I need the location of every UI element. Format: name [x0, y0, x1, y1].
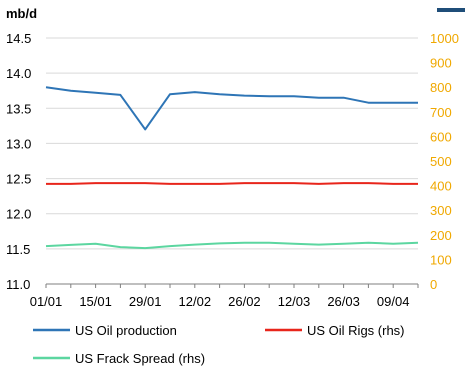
right-tick-label: 0 [430, 277, 437, 292]
x-tick-label: 12/02 [179, 294, 212, 309]
left-tick-label: 13.0 [6, 136, 31, 151]
left-tick-label: 13.5 [6, 101, 31, 116]
right-tick-label: 200 [430, 228, 452, 243]
x-tick-label: 26/03 [327, 294, 360, 309]
x-tick-label: 15/01 [79, 294, 112, 309]
left-tick-label: 12.5 [6, 172, 31, 187]
x-tick-label: 26/02 [228, 294, 261, 309]
left-tick-label: 14.5 [6, 31, 31, 46]
right-tick-label: 100 [430, 252, 452, 267]
x-tick-label: 01/01 [30, 294, 63, 309]
x-tick-label: 09/04 [377, 294, 410, 309]
right-tick-label: 800 [430, 80, 452, 95]
x-tick-label: 29/01 [129, 294, 162, 309]
x-axis: 01/01 15/01 29/01 12/02 26/02 12/03 26/03 09/04 [30, 283, 419, 309]
right-tick-label: 900 [430, 56, 452, 71]
right-tick-label: 500 [430, 154, 452, 169]
series-line-3 [45, 241, 419, 250]
left-tick-label: 14.0 [6, 66, 31, 81]
right-tick-label: 600 [430, 129, 452, 144]
right-tick-label: 700 [430, 105, 452, 120]
legend: US Oil production US Oil Rigs (rhs) US Fra… [33, 323, 405, 366]
series-lines [45, 86, 419, 250]
series-line-1 [45, 86, 418, 131]
series-line-2 [46, 182, 418, 185]
right-tick-label: 400 [430, 179, 452, 194]
gridlines [46, 37, 418, 250]
left-tick-label: 11.5 [6, 242, 30, 257]
legend-label: US Frack Spread (rhs) [75, 351, 205, 366]
left-axis-unit-label: mb/d [6, 6, 37, 21]
legend-label: US Oil Rigs (rhs) [307, 323, 405, 338]
left-tick-label: 11.0 [6, 277, 30, 292]
x-tick-label: 12/03 [278, 294, 311, 309]
right-tick-label: 1000 [430, 31, 459, 46]
corner-accent-mark [437, 8, 465, 12]
legend-label: US Oil production [75, 323, 177, 338]
left-axis: 14.5 14.0 13.5 13.0 12.5 12.0 11.5 11.0 [6, 31, 31, 292]
left-tick-label: 12.0 [6, 207, 31, 222]
right-tick-label: 300 [430, 203, 452, 218]
